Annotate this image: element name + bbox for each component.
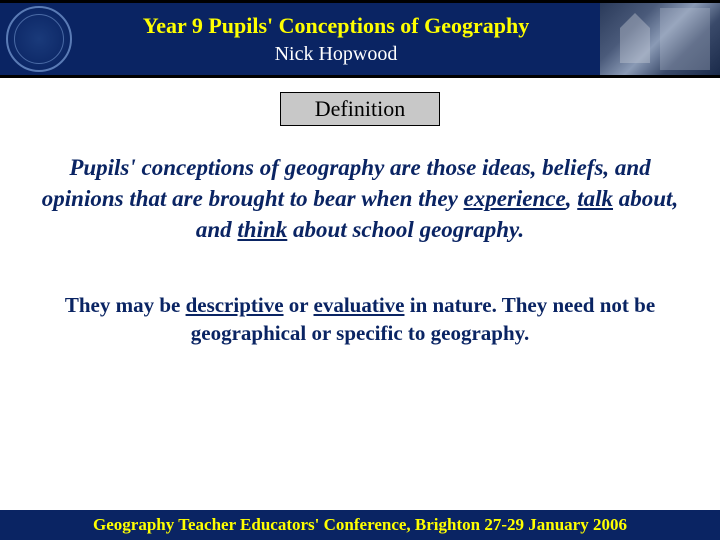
- underline-descriptive: descriptive: [186, 293, 284, 317]
- header-building-photo: [600, 3, 720, 75]
- underline-think: think: [237, 217, 287, 242]
- underline-evaluative: evaluative: [314, 293, 405, 317]
- definition-paragraph: Pupils' conceptions of geography are tho…: [40, 152, 680, 245]
- para1-post: about school geography.: [287, 217, 524, 242]
- slide-footer: Geography Teacher Educators' Conference,…: [0, 510, 720, 540]
- para1-sep1: ,: [566, 186, 578, 211]
- slide-header: Year 9 Pupils' Conceptions of Geography …: [0, 0, 720, 78]
- underline-experience: experience: [464, 186, 566, 211]
- university-crest-icon: [6, 6, 72, 72]
- nature-paragraph: They may be descriptive or evaluative in…: [50, 291, 670, 348]
- para2-sep1: or: [284, 293, 314, 317]
- slide-title: Year 9 Pupils' Conceptions of Geography: [72, 13, 600, 39]
- para2-pre: They may be: [65, 293, 186, 317]
- underline-talk: talk: [577, 186, 613, 211]
- definition-label-box: Definition: [280, 92, 440, 126]
- header-text-block: Year 9 Pupils' Conceptions of Geography …: [72, 7, 600, 72]
- slide-author: Nick Hopwood: [72, 43, 600, 66]
